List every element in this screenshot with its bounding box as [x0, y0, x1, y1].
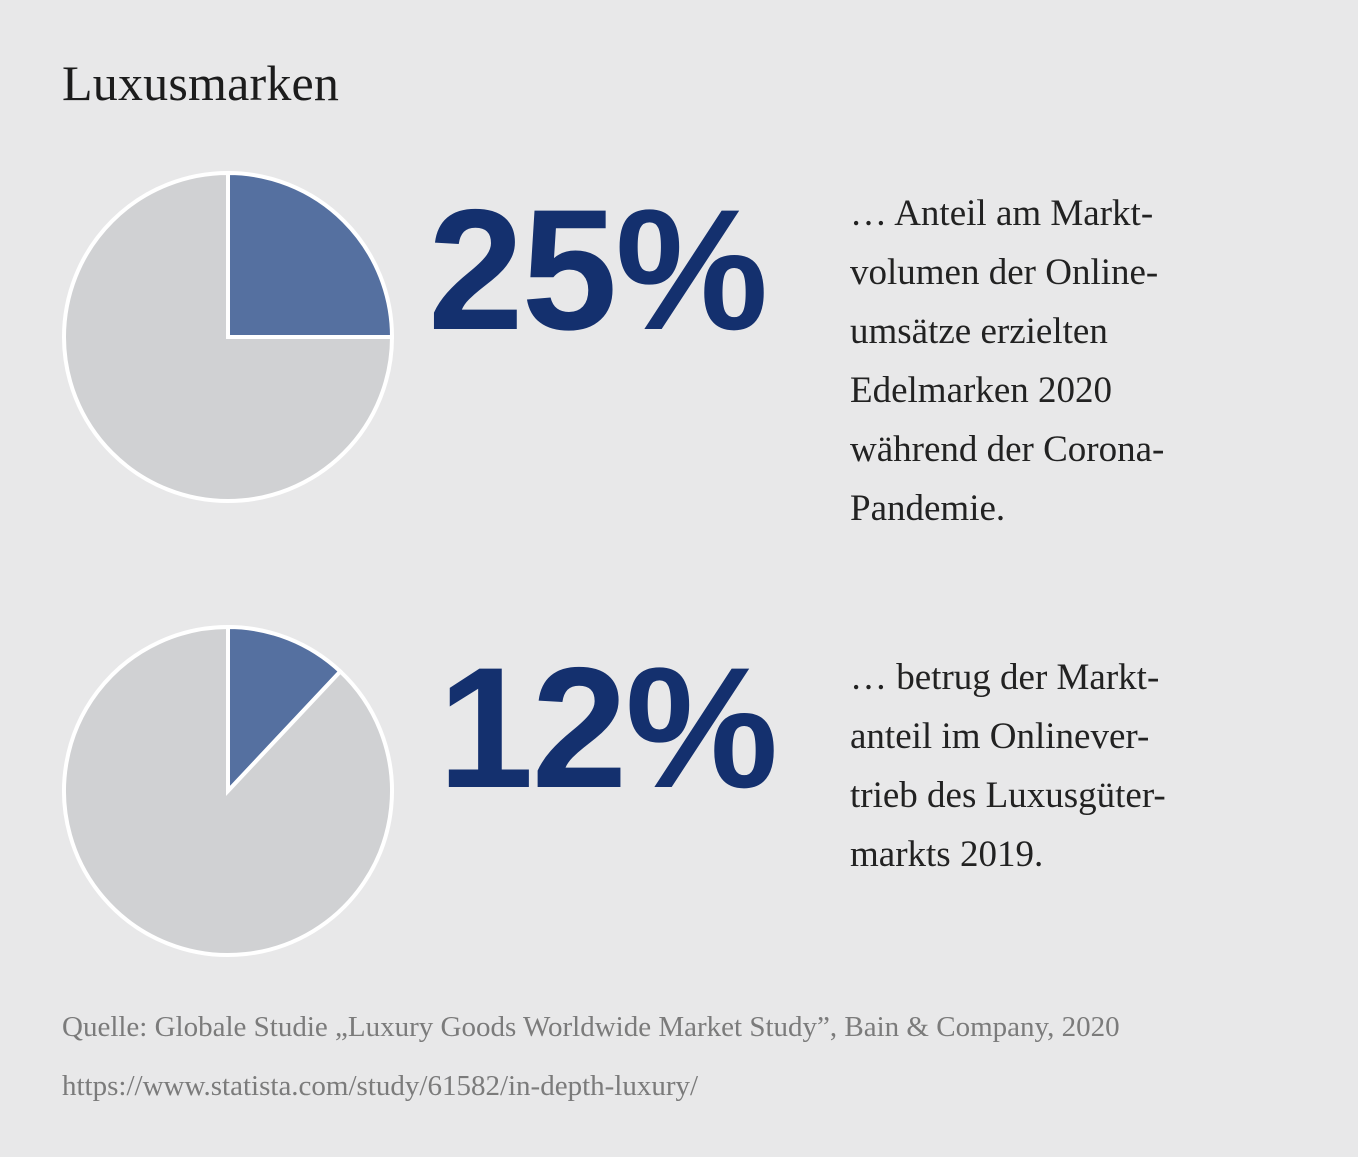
description-line: während der Corona-: [850, 429, 1165, 470]
pie-slice-highlight: [226, 624, 344, 797]
description-line: Pandemie.: [850, 488, 1006, 529]
description-line: markts 2019.: [850, 834, 1044, 875]
pie-chart-online-share-2020: [62, 170, 395, 503]
description-line: … Anteil am Markt-: [850, 193, 1154, 234]
pie-slice-highlight: [226, 170, 395, 339]
pie-chart-online-share-2019: [62, 624, 394, 957]
pie-slices: [62, 170, 395, 503]
pie-slice-rest: [62, 624, 394, 957]
page-title: Luxusmarken: [62, 55, 340, 111]
description-line: umsätze erzielten: [850, 311, 1108, 352]
big-percentage-25: 25%: [428, 174, 768, 366]
pie-slices: [62, 624, 394, 957]
pie-slice-rest: [62, 170, 395, 503]
description-line: Edelmarken 2020: [850, 370, 1112, 411]
description-online-share-2020: … Anteil am Markt- volumen der Online- u…: [850, 184, 1310, 538]
description-online-share-2019: … betrug der Markt- anteil im Onlinever-…: [850, 648, 1310, 884]
description-line: trieb des Luxusgüter-: [850, 775, 1166, 816]
description-line: anteil im Onlinever-: [850, 716, 1150, 757]
source-note: Quelle: Globale Studie „Luxury Goods Wor…: [62, 1011, 1120, 1043]
source-url: https://www.statista.com/study/61582/in-…: [62, 1070, 699, 1102]
big-percentage-12: 12%: [438, 632, 778, 824]
description-line: volumen der Online-: [850, 252, 1159, 293]
description-line: … betrug der Markt-: [850, 657, 1160, 698]
